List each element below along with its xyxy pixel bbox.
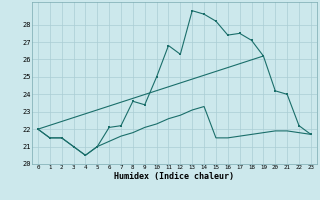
X-axis label: Humidex (Indice chaleur): Humidex (Indice chaleur) <box>115 172 234 181</box>
